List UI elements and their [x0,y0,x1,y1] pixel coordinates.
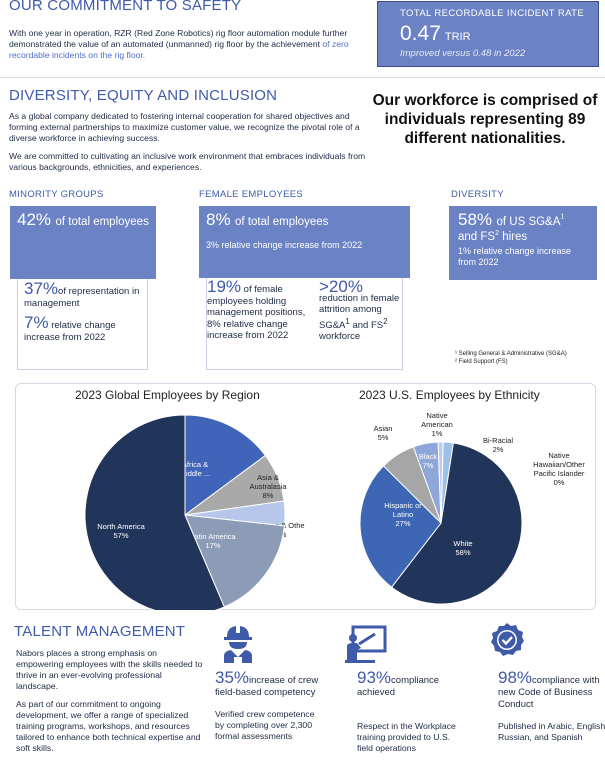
diversity-text1: of US SG&A [496,216,561,228]
female-col2-sup2: 2 [383,316,388,326]
pie-slice-africa-middle [184,414,267,516]
minority-category: MINORITY GROUPS [9,189,104,200]
presentation-icon [345,625,387,663]
pie-label-native-hawaiian-other-pacific-islander: Native Hawaiian/Other Pacific Islander 0% [533,451,585,487]
female-pct: 8% [206,210,231,229]
trir-note: Improved versus 0.48 in 2022 [400,48,526,59]
female-col2-end: workforce [319,331,361,343]
pie-slice-white [390,442,523,605]
minority-sub-text: of representation in management [24,286,140,309]
female-pct-text: of total employees [235,216,329,228]
female-detail-card: 19% of female employees holding manageme… [206,278,403,370]
region-chart-title: 2023 Global Employees by Region [75,388,260,402]
pie-label-native-american: Native American 1% [421,411,453,438]
trir-unit: TRIR [444,31,471,43]
talent-paragraph-1: Nabors places a strong emphasis on empow… [16,648,203,691]
pie-label-bi-racial: Bi-Racial 2% [483,436,513,454]
diversity-sup2: 2 [495,230,499,237]
trir-label: TOTAL RECORDABLE INCIDENT RATE [400,8,585,19]
region-pie-chart: Africa &Middle ...Asia &Australasia8%Eur… [84,414,305,610]
section-divider [0,77,605,78]
diversity-stat-card: 58% of US SG&A1 and FS2 hires 1% relativ… [449,206,597,280]
minority-pct: 42% [17,210,52,229]
talent-stat-desc: Respect in the Workplace training provid… [357,721,456,753]
talent-paragraph-2: As part of our commitment to ongoing dev… [16,699,201,753]
ethnicity-chart-title: 2023 U.S. Employees by Ethnicity [359,388,540,402]
pie-label-white: White 58% [453,539,472,557]
worker-icon [224,624,252,663]
dei-paragraph-2: We are committed to cultivating an inclu… [9,151,366,172]
talent-stat-num: 35% [215,668,250,687]
female-col2-mid: and FS [352,319,384,331]
talent-stat-desc: Published in Arabic, English, Russian, a… [498,721,605,742]
diversity-text2: and FS [458,230,496,243]
pie-slice-latin-america [184,514,285,608]
female-col2-sup1: 1 [345,316,350,326]
pie-label-north-america: North America 57% [97,522,145,540]
talent-stat-conduct: 98%compliance with new Code of Business … [498,669,605,743]
talent-stat-text: compliance achieved [357,675,440,698]
talent-stat-num: 93% [357,668,392,687]
diversity-sup1: 1 [560,213,565,221]
talent-stat-text: compliance with new Code of Business Con… [498,675,600,710]
female-attrition-stat: >20% reduction in female attrition among … [319,277,403,343]
ethnicity-pie-chart: Asian 5% Native American 1% Bi-Racial 2% Native… [359,411,585,605]
safety-title: OUR COMMITMENT TO SAFETY [9,0,242,14]
talent-stat-workplace: 93%compliance achieved Respect in the Wo… [357,669,467,754]
minority-detail-card: 37%of representation in management 7% re… [17,279,148,370]
talent-stat-num: 98% [498,668,533,687]
dei-title: DIVERSITY, EQUITY AND INCLUSION [9,87,278,104]
footnotes: ¹ Selling General & Administrative (SG&A… [455,350,567,366]
pie-label-latin-america: Latin America 17% [190,532,236,550]
talent-stat-desc: Verified crew competence by completing o… [215,709,315,741]
footnote-2: ² Field Support (FS) [455,359,508,365]
diversity-text3: hires [502,230,528,243]
trir-value-row: 0.47 TRIR [400,22,576,46]
female-col1-text: of female employees holding management p… [207,284,306,341]
diversity-change: 1% relative change increase from 2022 [458,245,572,267]
pie-label-black: Black 7% [419,452,438,470]
badge-check-icon [491,623,524,656]
dei-paragraph-1: As a global company dedicated to fosteri… [9,111,360,143]
female-col1-num: 19% [207,277,242,296]
female-change: 3% relative change increase from 2022 [206,240,363,250]
minority-stat-card: 42% of total employees [10,206,156,279]
safety-text-body: With one year in operation, RZR (Red Zon… [9,28,348,49]
talent-title: TALENT MANAGEMENT [14,623,186,640]
pie-slice-black [382,446,442,524]
pie-slice-north-america [84,414,225,610]
pie-label-asia-australasia: Asia & Australasia 8% [249,473,287,500]
female-col2-text: reduction in female attrition among SG&A [319,292,400,331]
minority-change-num: 7% [24,313,49,332]
trir-value: 0.47 [400,22,441,45]
talent-stat-text: increase of crew field-based competency [215,675,319,698]
pie-slice-hispanic-or-latino [359,465,442,588]
pie-label-hispanic-or-latino: Hispanic or Latino 27% [384,501,422,528]
minority-sub-num: 37% [24,279,59,298]
diversity-category: DIVERSITY [451,189,504,200]
charts-panel [15,383,596,610]
talent-stat-competency: 35%increase of crew field-based competen… [215,669,325,742]
female-stat-card: 8% of total employees 3% relative change… [199,206,410,278]
pie-label-asian: Asian 5% [374,424,393,442]
female-management-stat: 19% of female employees holding manageme… [207,278,314,342]
pie-label-africa-middle: Africa & Middle ... [180,460,210,478]
minority-pct-text: of total employees [55,216,149,228]
diversity-pct: 58% [458,210,493,229]
safety-text: With one year in operation, RZR (Red Zon… [9,28,364,61]
trir-card: TOTAL RECORDABLE INCIDENT RATE 0.47 TRIR … [377,1,599,67]
minority-change-text: relative change increase from 2022 [24,320,116,343]
safety-highlight: of zero recordable incidents on the rig … [9,39,349,60]
female-col2-num: >20% [319,277,363,296]
footnote-1: ¹ Selling General & Administrative (SG&A… [455,351,567,357]
workforce-callout: Our workforce is comprised of individual… [372,92,598,147]
female-category: FEMALE EMPLOYEES [199,189,304,200]
